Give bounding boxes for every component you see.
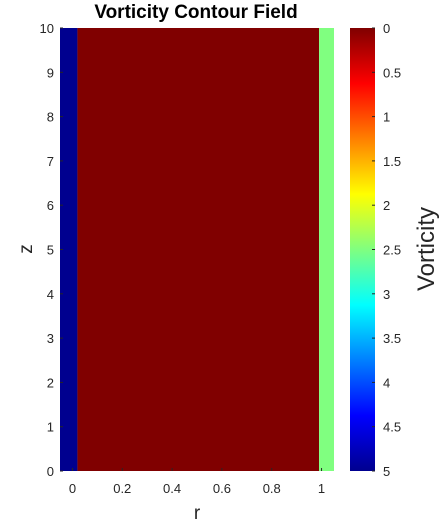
- colorbar-tick-label: 4: [383, 375, 390, 390]
- colorbar-label: Vorticity: [413, 207, 440, 291]
- y-tick-label: 0: [47, 464, 54, 479]
- y-tick-label: 1: [47, 420, 54, 435]
- colorbar-tick-label: 4.5: [383, 420, 401, 435]
- x-tick-label: 0.4: [163, 481, 181, 496]
- colorbar-tick-label: 5: [383, 464, 390, 479]
- y-tick-label: 2: [47, 375, 54, 390]
- colorbar-gradient: [350, 28, 375, 471]
- x-axis: 0 0.2 0.4 0.6 0.8 1: [69, 468, 325, 496]
- colorbar-tick-label: 3: [383, 287, 390, 302]
- colorbar-tick-label: 2: [383, 198, 390, 213]
- y-tick-label: 7: [47, 154, 54, 169]
- colorbar-tick-label: 1: [383, 110, 390, 125]
- y-tick-label: 5: [47, 243, 54, 258]
- x-tick-label: 0: [69, 481, 76, 496]
- colorbar: 0 0.5 1 1.5 2 2.5 3 3.5 4 4.5 5: [350, 21, 401, 479]
- y-tick-label: 8: [47, 110, 54, 125]
- x-tick-label: 0.8: [263, 481, 281, 496]
- x-axis-label: r: [194, 503, 201, 524]
- x-tick-label: 0.6: [213, 481, 231, 496]
- plot-area: [60, 28, 334, 471]
- y-axis: 0 1 2 3 4 5 6 7 8 9 10: [40, 21, 63, 479]
- colorbar-tick-label: 1.5: [383, 154, 401, 169]
- vorticity-band-2: [319, 28, 334, 471]
- y-tick-label: 9: [47, 65, 54, 80]
- colorbar-tick-label: 0: [383, 21, 390, 36]
- y-tick-label: 10: [40, 21, 54, 36]
- x-tick-label: 1: [318, 481, 325, 496]
- chart-title: Vorticity Contour Field: [94, 2, 297, 23]
- colorbar-tick-label: 2.5: [383, 243, 401, 258]
- y-tick-label: 3: [47, 331, 54, 346]
- vorticity-band-1: [77, 28, 319, 471]
- colorbar-tick-label: 3.5: [383, 331, 401, 346]
- y-tick-label: 6: [47, 198, 54, 213]
- colorbar-tick-label: 0.5: [383, 65, 401, 80]
- y-tick-label: 4: [47, 287, 54, 302]
- x-tick-label: 0.2: [113, 481, 131, 496]
- y-axis-label: z: [16, 244, 37, 254]
